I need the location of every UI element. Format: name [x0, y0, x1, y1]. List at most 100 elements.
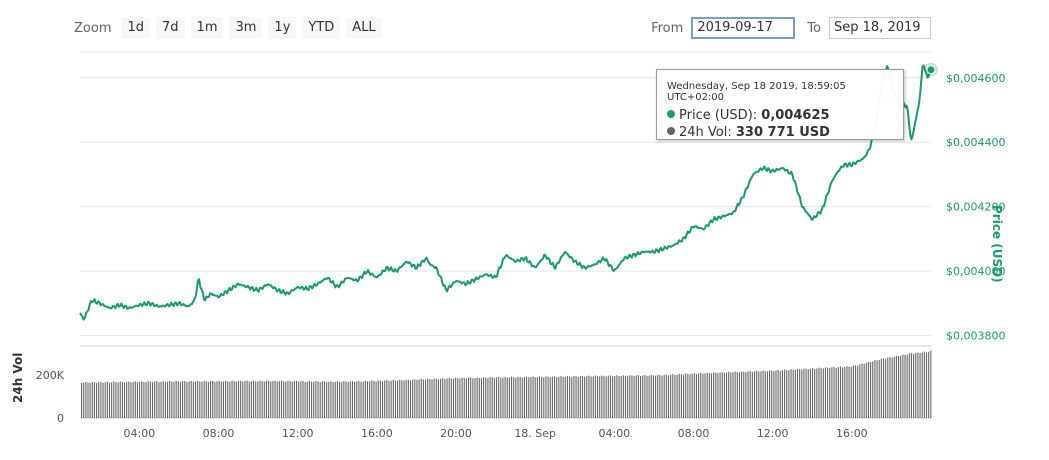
volume-bar [246, 380, 248, 418]
volume-bar [487, 378, 489, 418]
volume-bar [431, 379, 433, 418]
volume-bar [715, 372, 717, 418]
tooltip-price-label: Price (USD): [679, 108, 762, 123]
volume-bar [455, 377, 457, 418]
volume-bar [459, 378, 461, 418]
volume-bar [867, 361, 869, 418]
volume-bar [89, 382, 91, 418]
volume-bar [184, 381, 186, 418]
volume-bar [816, 368, 818, 418]
volume-bar [285, 381, 287, 418]
volume-bar [530, 377, 532, 418]
tooltip-volume-row: 24h Vol: 330 771 USD [667, 124, 893, 141]
volume-bar [220, 381, 222, 418]
volume-bar [706, 372, 708, 418]
volume-bar [85, 381, 87, 418]
volume-bar [382, 381, 384, 418]
volume-bar [515, 377, 517, 418]
volume-bar [865, 362, 867, 418]
zoom-button-3m[interactable]: 3m [229, 17, 263, 39]
volume-bar [291, 381, 293, 418]
volume-bar [751, 371, 753, 418]
zoom-button-1y[interactable]: 1y [268, 17, 297, 39]
volume-bar [723, 372, 725, 418]
volume-bar [728, 371, 730, 418]
chart-tooltip: Wednesday, Sep 18 2019, 18:59:05 UTC+02:… [656, 69, 904, 140]
volume-bar [326, 382, 328, 418]
volume-bar [637, 375, 639, 418]
volume-bar [809, 368, 811, 418]
volume-bar [218, 380, 220, 418]
volume-bar [721, 372, 723, 418]
volume-bar [306, 381, 308, 418]
volume-bar [332, 382, 334, 418]
volume-bar [633, 376, 635, 418]
volume-bar [745, 372, 747, 418]
volume-bar [158, 382, 160, 418]
volume-bar [695, 374, 697, 418]
volume-bar [506, 377, 508, 418]
volume-bar [358, 380, 360, 418]
volume-bar [900, 355, 902, 418]
volume-bar [136, 382, 138, 418]
zoom-button-1d[interactable]: 1d [121, 17, 151, 39]
volume-bar [504, 376, 506, 418]
volume-bar [330, 381, 332, 418]
volume-bar [579, 376, 581, 418]
volume-bar [179, 382, 181, 418]
volume-bar [549, 377, 551, 418]
volume-bar [474, 378, 476, 418]
to-date-input[interactable]: Sep 18, 2019 [829, 17, 931, 39]
zoom-button-ytd[interactable]: YTD [302, 17, 341, 39]
volume-bar [693, 373, 695, 418]
volume-bar [192, 381, 194, 418]
volume-bar [736, 372, 738, 418]
volume-bar [547, 376, 549, 418]
volume-bar [788, 370, 790, 418]
volume-bar [513, 377, 515, 418]
volume-bar [519, 376, 521, 418]
volume-bar [203, 380, 205, 418]
volume-bar [130, 382, 132, 418]
volume-bar [921, 352, 923, 418]
volume-bar [794, 369, 796, 418]
volume-bar [812, 368, 814, 418]
volume-bar [287, 380, 289, 418]
zoom-button-1m[interactable]: 1m [190, 17, 224, 39]
zoom-button-7d[interactable]: 7d [156, 17, 185, 39]
volume-bar [870, 362, 872, 418]
volume-bar [827, 367, 829, 418]
volume-bar [719, 372, 721, 418]
volume-bar [661, 375, 663, 418]
volume-bar [414, 379, 416, 418]
volume-bar [274, 380, 276, 418]
volume-bar [175, 381, 177, 418]
volume-bar [597, 376, 599, 418]
volume-bar [837, 367, 839, 418]
volume-bar [691, 373, 693, 418]
zoom-button-all[interactable]: ALL [346, 17, 382, 39]
volume-bar [100, 381, 102, 418]
volume-bar [360, 381, 362, 418]
volume-bar [586, 376, 588, 418]
volume-bar [364, 380, 366, 418]
volume-bar [435, 378, 437, 418]
volume-tick-label: 200K [36, 369, 65, 382]
volume-bar [848, 366, 850, 418]
volume-bar [844, 367, 846, 418]
volume-bar [562, 376, 564, 418]
from-date-input[interactable]: 2019-09-17 [691, 17, 796, 39]
volume-bar [308, 380, 310, 418]
volume-bar [463, 377, 465, 418]
volume-bar [263, 381, 265, 418]
volume-bar [511, 376, 513, 418]
volume-bar [822, 368, 824, 418]
x-tick-label: 16:00 [361, 427, 393, 440]
volume-bar [609, 375, 611, 418]
hover-point[interactable] [926, 65, 936, 75]
volume-bar [483, 377, 485, 418]
volume-bar [298, 381, 300, 418]
volume-bar [81, 382, 83, 418]
volume-bar [558, 376, 560, 418]
volume-bar [272, 381, 274, 418]
